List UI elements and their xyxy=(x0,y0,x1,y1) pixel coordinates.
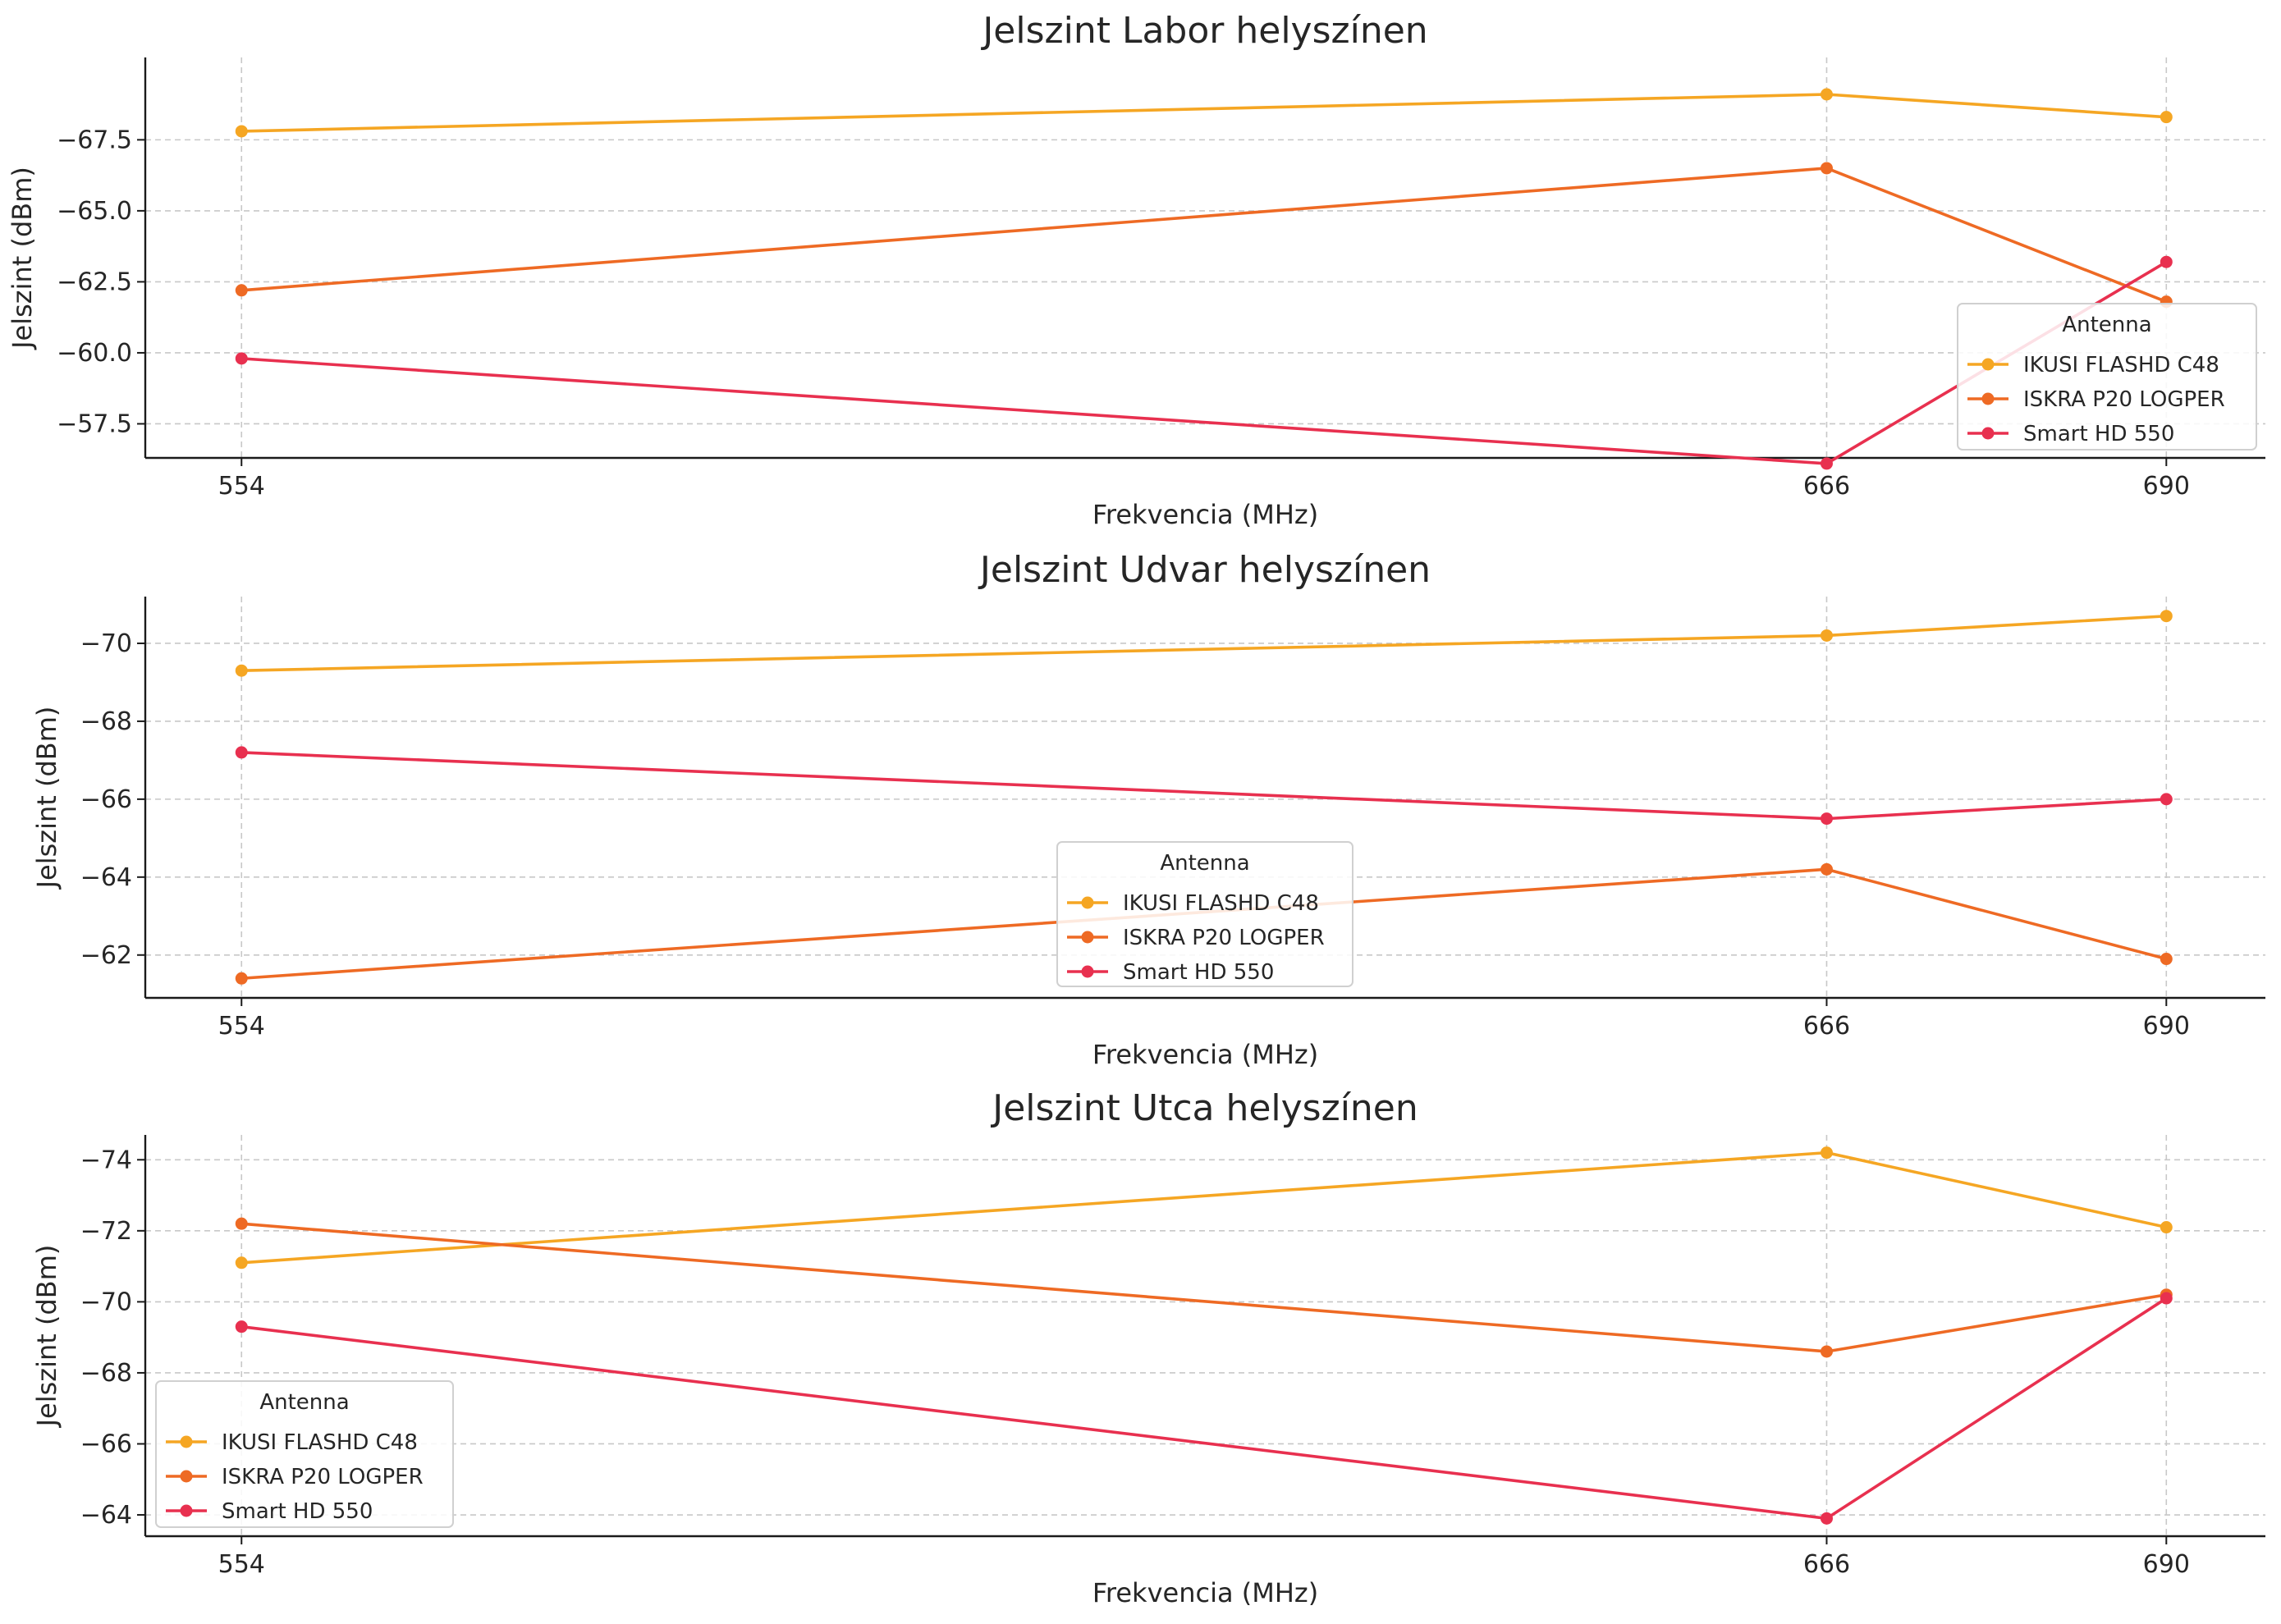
legend: Antenna IKUSI FLASHD C48 ISKRA P20 LOGPER S… xyxy=(1056,841,1353,987)
y-axis-label: Jelszint (dBm) xyxy=(31,707,62,890)
data-point xyxy=(235,1256,248,1269)
legend-swatch-marker xyxy=(180,1504,193,1517)
x-axis-label: Frekvencia (MHz) xyxy=(1092,499,1318,530)
y-tick-label: −67.5 xyxy=(57,126,132,154)
chart-panel-3: −74 −72 −70 −68 −66 −64 554 666 690 Jelszint Utca… xyxy=(31,1087,2265,1608)
legend-box xyxy=(155,1380,454,1528)
legend-title: Antenna xyxy=(1160,851,1249,876)
legend-label: ISKRA P20 LOGPER xyxy=(222,1465,424,1489)
data-point xyxy=(235,972,248,985)
y-tick-label: −66 xyxy=(80,785,132,814)
x-tick-label: 666 xyxy=(1803,1550,1850,1579)
chart-panel-1: −67.5 −65.0 −62.5 −60.0 −57.5 554 666 690 Jelszi… xyxy=(7,10,2265,530)
legend-label: ISKRA P20 LOGPER xyxy=(2023,387,2225,412)
legend-label: IKUSI FLASHD C48 xyxy=(2023,353,2219,377)
data-point xyxy=(1820,629,1833,642)
legend-label: IKUSI FLASHD C48 xyxy=(1123,891,1319,916)
x-tick-label: 666 xyxy=(1803,472,1850,501)
legend-label: Smart HD 550 xyxy=(2023,422,2174,446)
data-point xyxy=(1820,457,1833,470)
x-axis-label: Frekvencia (MHz) xyxy=(1092,1577,1318,1608)
data-point xyxy=(235,125,248,138)
x-tick-label: 554 xyxy=(218,472,265,501)
data-point xyxy=(1820,1512,1833,1525)
data-point xyxy=(2160,793,2173,806)
data-point xyxy=(2160,255,2173,268)
data-point xyxy=(235,1320,248,1334)
y-axis-label: Jelszint (dBm) xyxy=(31,1245,62,1429)
legend-swatch-marker xyxy=(1981,392,1995,405)
x-tick-label: 554 xyxy=(218,1550,265,1579)
data-point xyxy=(2160,610,2173,623)
legend-swatch-marker xyxy=(1981,358,1995,371)
y-tick-label: −70 xyxy=(80,1288,132,1316)
y-tick-label: −64 xyxy=(80,863,132,892)
y-tick-label: −62 xyxy=(80,941,132,970)
y-tick-label: −68 xyxy=(80,707,132,736)
x-tick-label: 690 xyxy=(2143,1550,2190,1579)
y-tick-label: −72 xyxy=(80,1217,132,1246)
legend: Antenna IKUSI FLASHD C48 ISKRA P20 LOGPER S… xyxy=(1957,303,2257,451)
data-point xyxy=(1820,1345,1833,1358)
legend-title: Antenna xyxy=(2062,313,2151,337)
data-point xyxy=(235,1217,248,1230)
legend: Antenna IKUSI FLASHD C48 ISKRA P20 LOGPER S… xyxy=(155,1380,454,1528)
y-tick-label: −57.5 xyxy=(57,409,132,438)
data-point xyxy=(1820,88,1833,101)
chart-panel-2: −70 −68 −66 −64 −62 554 666 690 Jelszint Udvar h… xyxy=(31,549,2265,1070)
legend-swatch-marker xyxy=(1981,427,1995,440)
legend-swatch-marker xyxy=(1081,965,1094,978)
legend-swatch-marker xyxy=(1081,931,1094,944)
data-point xyxy=(1820,1146,1833,1160)
y-tick-label: −65.0 xyxy=(57,197,132,226)
data-point xyxy=(235,746,248,759)
legend-box xyxy=(1957,303,2257,451)
y-tick-label: −62.5 xyxy=(57,268,132,296)
data-point xyxy=(2160,1221,2173,1234)
data-point xyxy=(1820,862,1833,876)
legend-title: Antenna xyxy=(259,1390,349,1415)
chart-title: Jelszint Labor helyszínen xyxy=(980,10,1427,52)
legend-label: Smart HD 550 xyxy=(222,1499,373,1524)
x-tick-label: 666 xyxy=(1803,1012,1850,1041)
legend-label: ISKRA P20 LOGPER xyxy=(1123,926,1325,950)
data-point xyxy=(2160,111,2173,124)
legend-swatch-marker xyxy=(180,1470,193,1483)
y-tick-label: −60.0 xyxy=(57,339,132,368)
legend-label: IKUSI FLASHD C48 xyxy=(222,1430,418,1455)
x-axis-label: Frekvencia (MHz) xyxy=(1092,1039,1318,1070)
y-tick-label: −70 xyxy=(80,629,132,658)
y-axis-label: Jelszint (dBm) xyxy=(7,167,38,350)
legend-label: Smart HD 550 xyxy=(1123,960,1274,985)
x-tick-label: 554 xyxy=(218,1012,265,1041)
data-point xyxy=(1820,812,1833,826)
series-line-3 xyxy=(241,260,2168,465)
y-tick-label: −74 xyxy=(80,1146,132,1174)
legend-box xyxy=(1056,841,1353,987)
series-line-1 xyxy=(241,93,2167,133)
data-point xyxy=(235,352,248,365)
series-line-3 xyxy=(241,751,2167,821)
data-point xyxy=(2160,953,2173,966)
data-point xyxy=(235,284,248,297)
data-point xyxy=(1820,162,1833,175)
chart-title: Jelszint Utca helyszínen xyxy=(990,1087,1418,1129)
legend-swatch-marker xyxy=(180,1435,193,1448)
x-tick-label: 690 xyxy=(2143,1012,2190,1041)
chart-title: Jelszint Udvar helyszínen xyxy=(978,549,1431,591)
y-tick-label: −64 xyxy=(80,1501,132,1530)
data-point xyxy=(235,664,248,677)
y-tick-label: −66 xyxy=(80,1430,132,1458)
x-tick-label: 690 xyxy=(2143,472,2190,501)
data-point xyxy=(2160,1292,2173,1305)
legend-swatch-marker xyxy=(1081,896,1094,909)
series-line-3 xyxy=(241,1297,2168,1521)
y-tick-label: −68 xyxy=(80,1359,132,1388)
